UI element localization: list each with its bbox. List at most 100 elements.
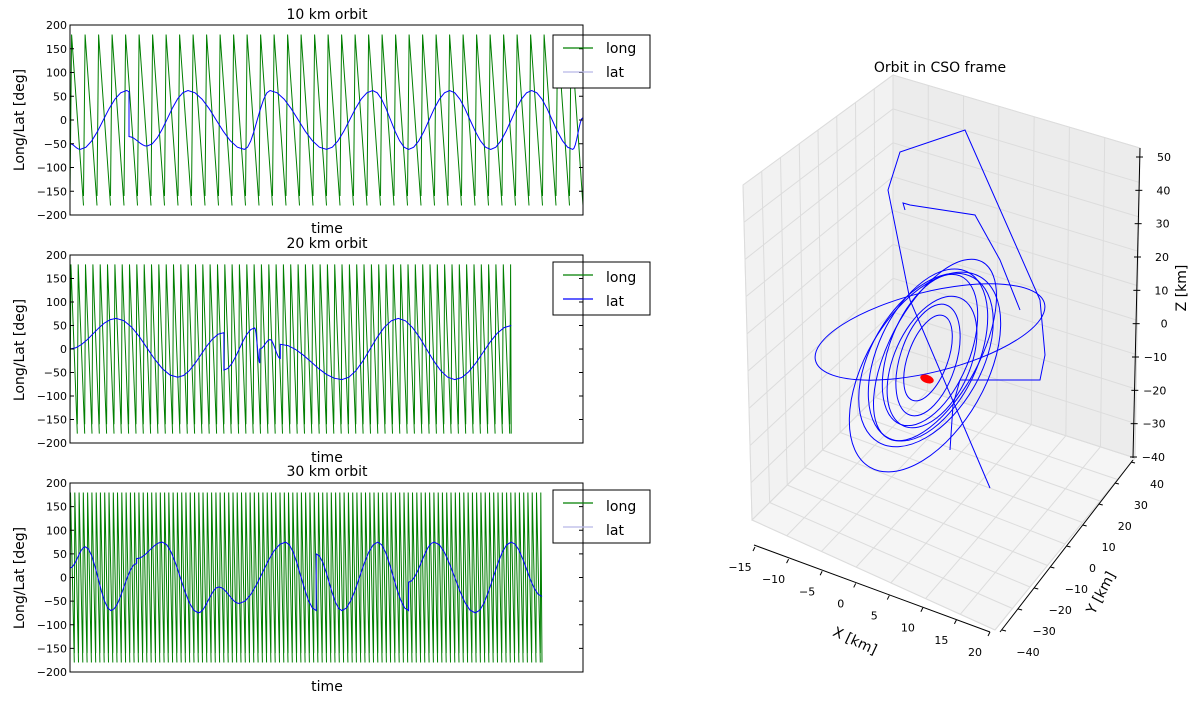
legend-lat: lat — [606, 65, 624, 81]
y-tick-label: −50 — [44, 367, 67, 380]
y-tick-label: −100 — [37, 162, 67, 175]
grid-line-z — [747, 243, 1138, 372]
grid-line-z — [749, 311, 1137, 446]
x-tick — [752, 546, 756, 552]
y-tick-label: 200 — [46, 19, 67, 32]
x-tick — [987, 631, 991, 637]
x-axis-label: time — [311, 221, 343, 237]
orbit-loop — [886, 295, 978, 429]
y-tick-label: −100 — [37, 390, 67, 403]
series-lat-line — [69, 317, 512, 381]
y-tick-label: 150 — [46, 273, 67, 286]
z-tick-label: −20 — [1143, 384, 1166, 397]
z-axis-label: Z [km] — [1174, 265, 1190, 312]
panel-3d-orbit: Orbit in CSO frame X [km] Y [km] Z [km] … — [728, 60, 1190, 659]
y-tick-label: 0 — [60, 343, 67, 356]
grid-line-z — [744, 142, 1140, 260]
series-lat-line — [69, 89, 584, 150]
x-tick — [920, 607, 924, 612]
z-tick-label: 20 — [1155, 251, 1169, 264]
orbit-path — [887, 129, 1046, 489]
legend-long: long — [606, 41, 636, 57]
x-axis-line — [753, 544, 991, 633]
orbit-loop — [895, 303, 961, 417]
y-tick-label: −30 — [1033, 625, 1056, 638]
orbit-loop — [848, 271, 1002, 473]
y-tick — [1098, 503, 1103, 506]
grid-line-z — [743, 108, 1140, 223]
legend-lat: lat — [606, 523, 624, 539]
z-tick-label: 0 — [1161, 318, 1168, 331]
axes-3d — [742, 74, 1141, 631]
y-tick-label: 10 — [1102, 541, 1116, 554]
y-tick-label: 30 — [1134, 499, 1148, 512]
grid-line-z — [751, 379, 1136, 521]
y-tick-label: 40 — [1150, 478, 1164, 491]
legend-lat: lat — [606, 294, 624, 310]
y-tick — [1130, 461, 1136, 464]
y-tick-label: 50 — [53, 320, 67, 333]
y-tick — [1001, 629, 1007, 632]
x-tick-label: 15 — [934, 634, 948, 647]
y-tick-label: −50 — [44, 138, 67, 151]
z-tick-label: 40 — [1156, 184, 1170, 197]
panel-20km: 20 km orbit time Long/Lat [deg] long lat… — [12, 236, 651, 466]
z-tick-label: −40 — [1142, 451, 1165, 464]
y-axis-label: Long/Lat [deg] — [12, 69, 28, 171]
y-tick-label: −200 — [37, 437, 67, 450]
legend — [552, 261, 651, 316]
plot-area — [69, 492, 543, 663]
series-body — [920, 374, 934, 384]
x-tick-label: 20 — [968, 646, 982, 659]
z-tick-label: 10 — [1154, 284, 1168, 297]
y-tick-label: 200 — [46, 477, 67, 490]
y-tick-label: −150 — [37, 185, 67, 198]
y-tick-label: 50 — [53, 90, 67, 103]
y-tick — [1114, 482, 1119, 485]
x-tick — [819, 571, 823, 576]
y-tick — [1082, 524, 1087, 527]
x-tick-label: −5 — [799, 585, 815, 598]
y-axis-label: Y [km] — [1083, 569, 1119, 618]
panel-title: 10 km orbit — [286, 7, 368, 23]
orbit-path — [902, 202, 1021, 311]
x-tick-label: 10 — [901, 622, 915, 635]
y-tick-label: 100 — [46, 524, 67, 537]
series-long-line — [69, 492, 543, 663]
grid-line-z — [746, 209, 1138, 335]
grid-line-z — [745, 176, 1139, 298]
y-tick-label: −20 — [1049, 604, 1072, 617]
series-orbit — [814, 129, 1046, 489]
series-lat-line — [69, 541, 543, 614]
y-axis-label: Long/Lat [deg] — [12, 299, 28, 401]
x-tick — [853, 583, 857, 588]
legend-long: long — [606, 499, 636, 515]
z-tick-label: −30 — [1142, 418, 1165, 431]
y-axis-label: Long/Lat [deg] — [12, 527, 28, 629]
y-tick-label: −150 — [37, 414, 67, 427]
panel-10km: 10 km orbit time Long/Lat [deg] long lat… — [12, 7, 651, 237]
grid-line-z — [742, 74, 1141, 186]
y-tick-label: 150 — [46, 501, 67, 514]
y-tick-label: −50 — [44, 595, 67, 608]
x-tick — [886, 595, 890, 600]
y-tick-label: −150 — [37, 642, 67, 655]
y-tick-label: −40 — [1016, 646, 1039, 659]
panel-title: 20 km orbit — [286, 236, 368, 252]
y-tick — [1018, 608, 1023, 611]
y-tick — [1050, 566, 1055, 569]
y-tick — [1066, 545, 1071, 548]
y-tick-label: −200 — [37, 666, 67, 679]
x-tick — [953, 619, 957, 625]
panel-30km: 30 km orbit time Long/Lat [deg] long lat… — [12, 464, 651, 695]
panel-title: 30 km orbit — [286, 464, 368, 480]
x-tick — [786, 558, 790, 564]
legend-long: long — [606, 270, 636, 286]
series-long-line — [69, 34, 584, 206]
grid-line-z — [748, 277, 1137, 409]
z-tick-label: 30 — [1156, 218, 1170, 231]
y-tick-label: 150 — [46, 43, 67, 56]
z-tick-label: −10 — [1144, 351, 1167, 364]
legend — [552, 489, 651, 544]
